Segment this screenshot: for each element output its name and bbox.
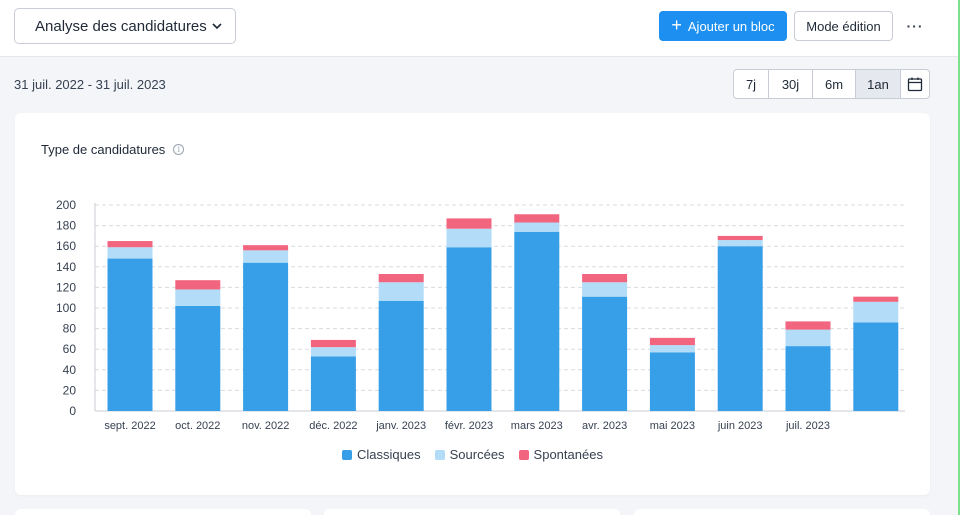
x-tick-label: janv. 2023	[375, 420, 426, 432]
chevron-down-icon	[212, 23, 222, 30]
legend-label-spontanees: Spontanées	[533, 447, 603, 462]
bar-segment-sourcées	[243, 250, 289, 263]
chart-title-text: Type de candidatures	[41, 142, 166, 157]
x-tick-label: avr. 2023	[582, 420, 627, 432]
bottom-card-1	[15, 509, 311, 515]
bar-segment-sourcées	[378, 282, 424, 301]
bar-segment-sourcées	[107, 247, 153, 259]
legend-label-sourcees: Sourcées	[449, 447, 505, 462]
period-6m[interactable]: 6m	[813, 70, 856, 98]
y-tick-label: 60	[63, 342, 77, 356]
window-edge	[958, 0, 960, 515]
x-tick-label: sept. 2022	[104, 420, 155, 432]
legend-swatch-sourcees	[434, 449, 445, 460]
bar-segment-spontanées	[649, 337, 695, 346]
period-7j[interactable]: 7j	[734, 70, 769, 98]
legend-swatch-classiques	[342, 449, 353, 460]
bar-segment-spontanées	[785, 321, 831, 330]
x-tick-label: nov. 2022	[242, 420, 290, 432]
bar-segment-spontanées	[107, 241, 153, 248]
bar-segment-classiques	[853, 322, 899, 411]
bottom-card-2	[324, 509, 620, 515]
bar-segment-spontanées	[853, 296, 899, 302]
legend-item-classiques[interactable]: Classiques	[342, 447, 421, 462]
legend-item-spontanees[interactable]: Spontanées	[518, 447, 603, 462]
y-tick-label: 160	[56, 239, 76, 253]
calendar-button[interactable]	[901, 70, 929, 98]
add-block-button[interactable]: + Ajouter un bloc	[659, 11, 787, 41]
bar-segment-sourcées	[446, 228, 492, 248]
x-tick-label: juin 2023	[717, 420, 763, 432]
bar-segment-sourcées	[649, 345, 695, 353]
y-tick-label: 20	[63, 383, 77, 397]
chart-card: Type de candidatures i 0 20 40 60 80 100 120 14…	[15, 113, 930, 495]
bar-segment-classiques	[378, 300, 424, 411]
bar-segment-classiques	[175, 305, 221, 411]
bar-segment-classiques	[107, 258, 153, 411]
bar-segment-spontanées	[243, 245, 289, 251]
x-tick-label: oct. 2022	[175, 420, 220, 432]
plus-icon: +	[671, 15, 682, 35]
bottom-card-3	[634, 509, 930, 515]
bar-segment-sourcées	[853, 301, 899, 323]
y-tick-label: 0	[69, 404, 76, 418]
chart-legend: Classiques Sourcées Spontanées	[15, 447, 930, 462]
y-tick-label: 140	[56, 260, 76, 274]
y-tick-label: 120	[56, 280, 76, 294]
edit-mode-label: Mode édition	[806, 18, 881, 34]
bar-segment-spontanées	[582, 274, 628, 283]
calendar-icon	[907, 77, 923, 92]
bar-segment-sourcées	[514, 222, 560, 232]
dashboard-select[interactable]: Analyse des candidatures	[14, 8, 236, 44]
dashboard-select-label: Analyse des candidatures	[35, 17, 207, 35]
date-range: 31 juil. 2022 - 31 juil. 2023	[14, 77, 166, 92]
y-tick-label: 100	[56, 301, 76, 315]
legend-item-sourcees[interactable]: Sourcées	[434, 447, 505, 462]
bar-segment-sourcées	[785, 329, 831, 347]
bar-segment-sourcées	[310, 347, 356, 357]
x-tick-label: mai 2023	[650, 420, 695, 432]
edit-mode-button[interactable]: Mode édition	[794, 11, 893, 41]
bar-segment-spontanées	[378, 274, 424, 283]
bar-segment-classiques	[717, 246, 763, 411]
period-1an[interactable]: 1an	[856, 70, 901, 98]
y-tick-label: 200	[56, 198, 76, 212]
bar-segment-classiques	[514, 231, 560, 411]
x-tick-label: juil. 2023	[785, 420, 830, 432]
bar-segment-spontanées	[717, 235, 763, 241]
bar-segment-classiques	[649, 352, 695, 411]
bar-segment-classiques	[582, 296, 628, 411]
bar-segment-spontanées	[310, 339, 356, 348]
bar-segment-sourcées	[175, 289, 221, 306]
stacked-bar-chart: 0 20 40 60 80 100 120 140 160 180 200 sept. 2022 oct…	[56, 198, 905, 432]
info-icon[interactable]: i	[173, 144, 185, 155]
y-tick-label: 80	[63, 322, 77, 336]
chart-title: Type de candidatures i	[41, 142, 185, 157]
legend-swatch-spontanees	[518, 449, 529, 460]
bar-segment-spontanées	[514, 214, 560, 223]
bar-segment-sourcées	[582, 282, 628, 297]
x-tick-label: mars 2023	[511, 420, 563, 432]
legend-label-classiques: Classiques	[357, 447, 421, 462]
bar-segment-classiques	[310, 356, 356, 411]
x-tick-label: févr. 2023	[445, 420, 493, 432]
bar-segment-classiques	[446, 247, 492, 411]
bar-segment-classiques	[785, 346, 831, 411]
period-30j[interactable]: 30j	[769, 70, 813, 98]
add-block-label: Ajouter un bloc	[687, 18, 775, 34]
more-options-icon[interactable]: ···	[906, 18, 924, 34]
bar-segment-classiques	[243, 262, 289, 411]
top-bar: Analyse des candidatures + Ajouter un bl…	[0, 0, 960, 57]
y-tick-label: 40	[63, 363, 77, 377]
x-tick-label: déc. 2022	[309, 420, 357, 432]
y-tick-label: 180	[56, 219, 76, 233]
bar-segment-spontanées	[175, 280, 221, 290]
bar-segment-sourcées	[717, 240, 763, 247]
period-selector: 7j 30j 6m 1an	[733, 69, 930, 99]
bar-segment-spontanées	[446, 218, 492, 229]
